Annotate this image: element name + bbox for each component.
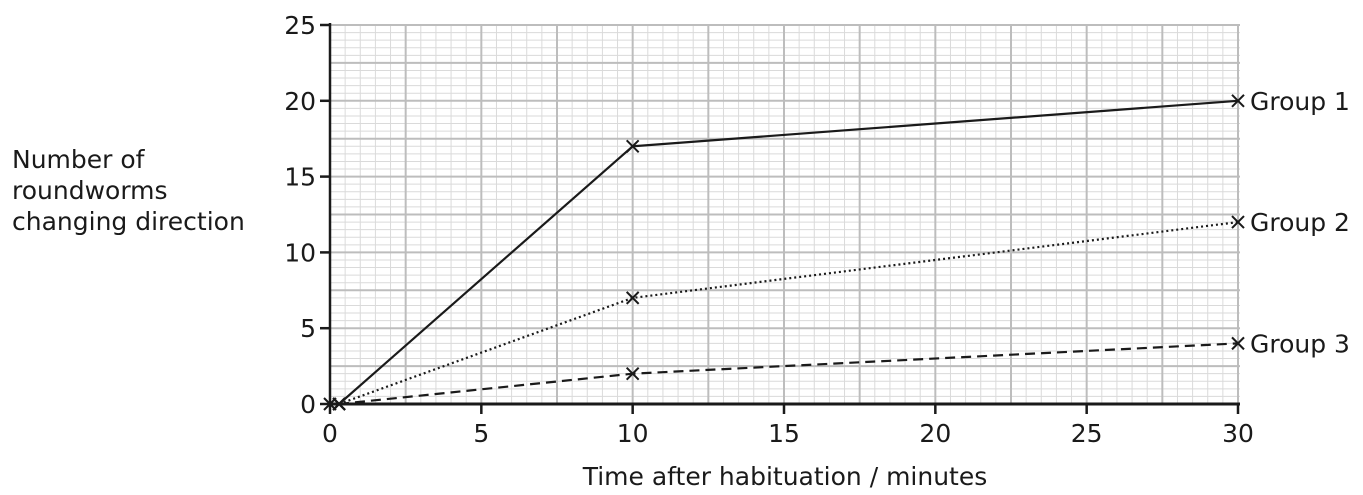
- y-tick-label: 0: [300, 390, 316, 419]
- marker-stroke: [625, 291, 640, 305]
- axes: [320, 23, 1240, 414]
- x-tick-label: 10: [617, 419, 649, 448]
- data-point-series-2: [1231, 215, 1245, 229]
- x-axis-label: Time after habituation / minutes: [582, 462, 988, 491]
- series-group: Group 1 Group 2 Group 3: [323, 87, 1350, 411]
- x-tick-label: 30: [1222, 419, 1254, 448]
- series-label-3: Group 3: [1250, 329, 1350, 358]
- data-point-series-1: [1231, 94, 1245, 108]
- y-axis-label-line-1: Number of: [12, 145, 145, 174]
- x-tick-label: 25: [1071, 419, 1103, 448]
- y-axis-label-line-2: roundworms: [12, 176, 168, 205]
- data-point-series-3: [625, 366, 640, 381]
- data-point-origin: [323, 397, 337, 411]
- y-axis-label: Number of roundworms changing direction: [12, 144, 245, 237]
- x-tick-label: 20: [919, 419, 951, 448]
- y-tick-label: 20: [284, 87, 316, 116]
- marker-stroke: [1231, 336, 1245, 351]
- marker-stroke: [1231, 94, 1245, 108]
- marker-stroke: [1231, 215, 1245, 229]
- tick-labels: 0 5 10 15 20 25 0 5 10 15 20 25 30: [284, 11, 1254, 448]
- x-tick-label: 0: [322, 419, 338, 448]
- y-tick-label: 15: [284, 163, 316, 192]
- series-label-1: Group 1: [1250, 87, 1350, 116]
- x-tick-label: 15: [768, 419, 800, 448]
- data-point-series-2: [625, 291, 640, 305]
- series-label-2: Group 2: [1250, 208, 1350, 237]
- marker-stroke: [625, 139, 640, 153]
- marker-stroke: [625, 366, 640, 381]
- marker-stroke: [323, 397, 337, 411]
- data-point-series-3: [1231, 336, 1245, 351]
- y-tick-label: 25: [284, 11, 316, 40]
- y-axis-label-line-3: changing direction: [12, 207, 245, 236]
- data-point-series-1: [625, 139, 640, 153]
- y-tick-label: 10: [284, 238, 316, 267]
- x-tick-label: 5: [473, 419, 489, 448]
- y-tick-label: 5: [300, 314, 316, 343]
